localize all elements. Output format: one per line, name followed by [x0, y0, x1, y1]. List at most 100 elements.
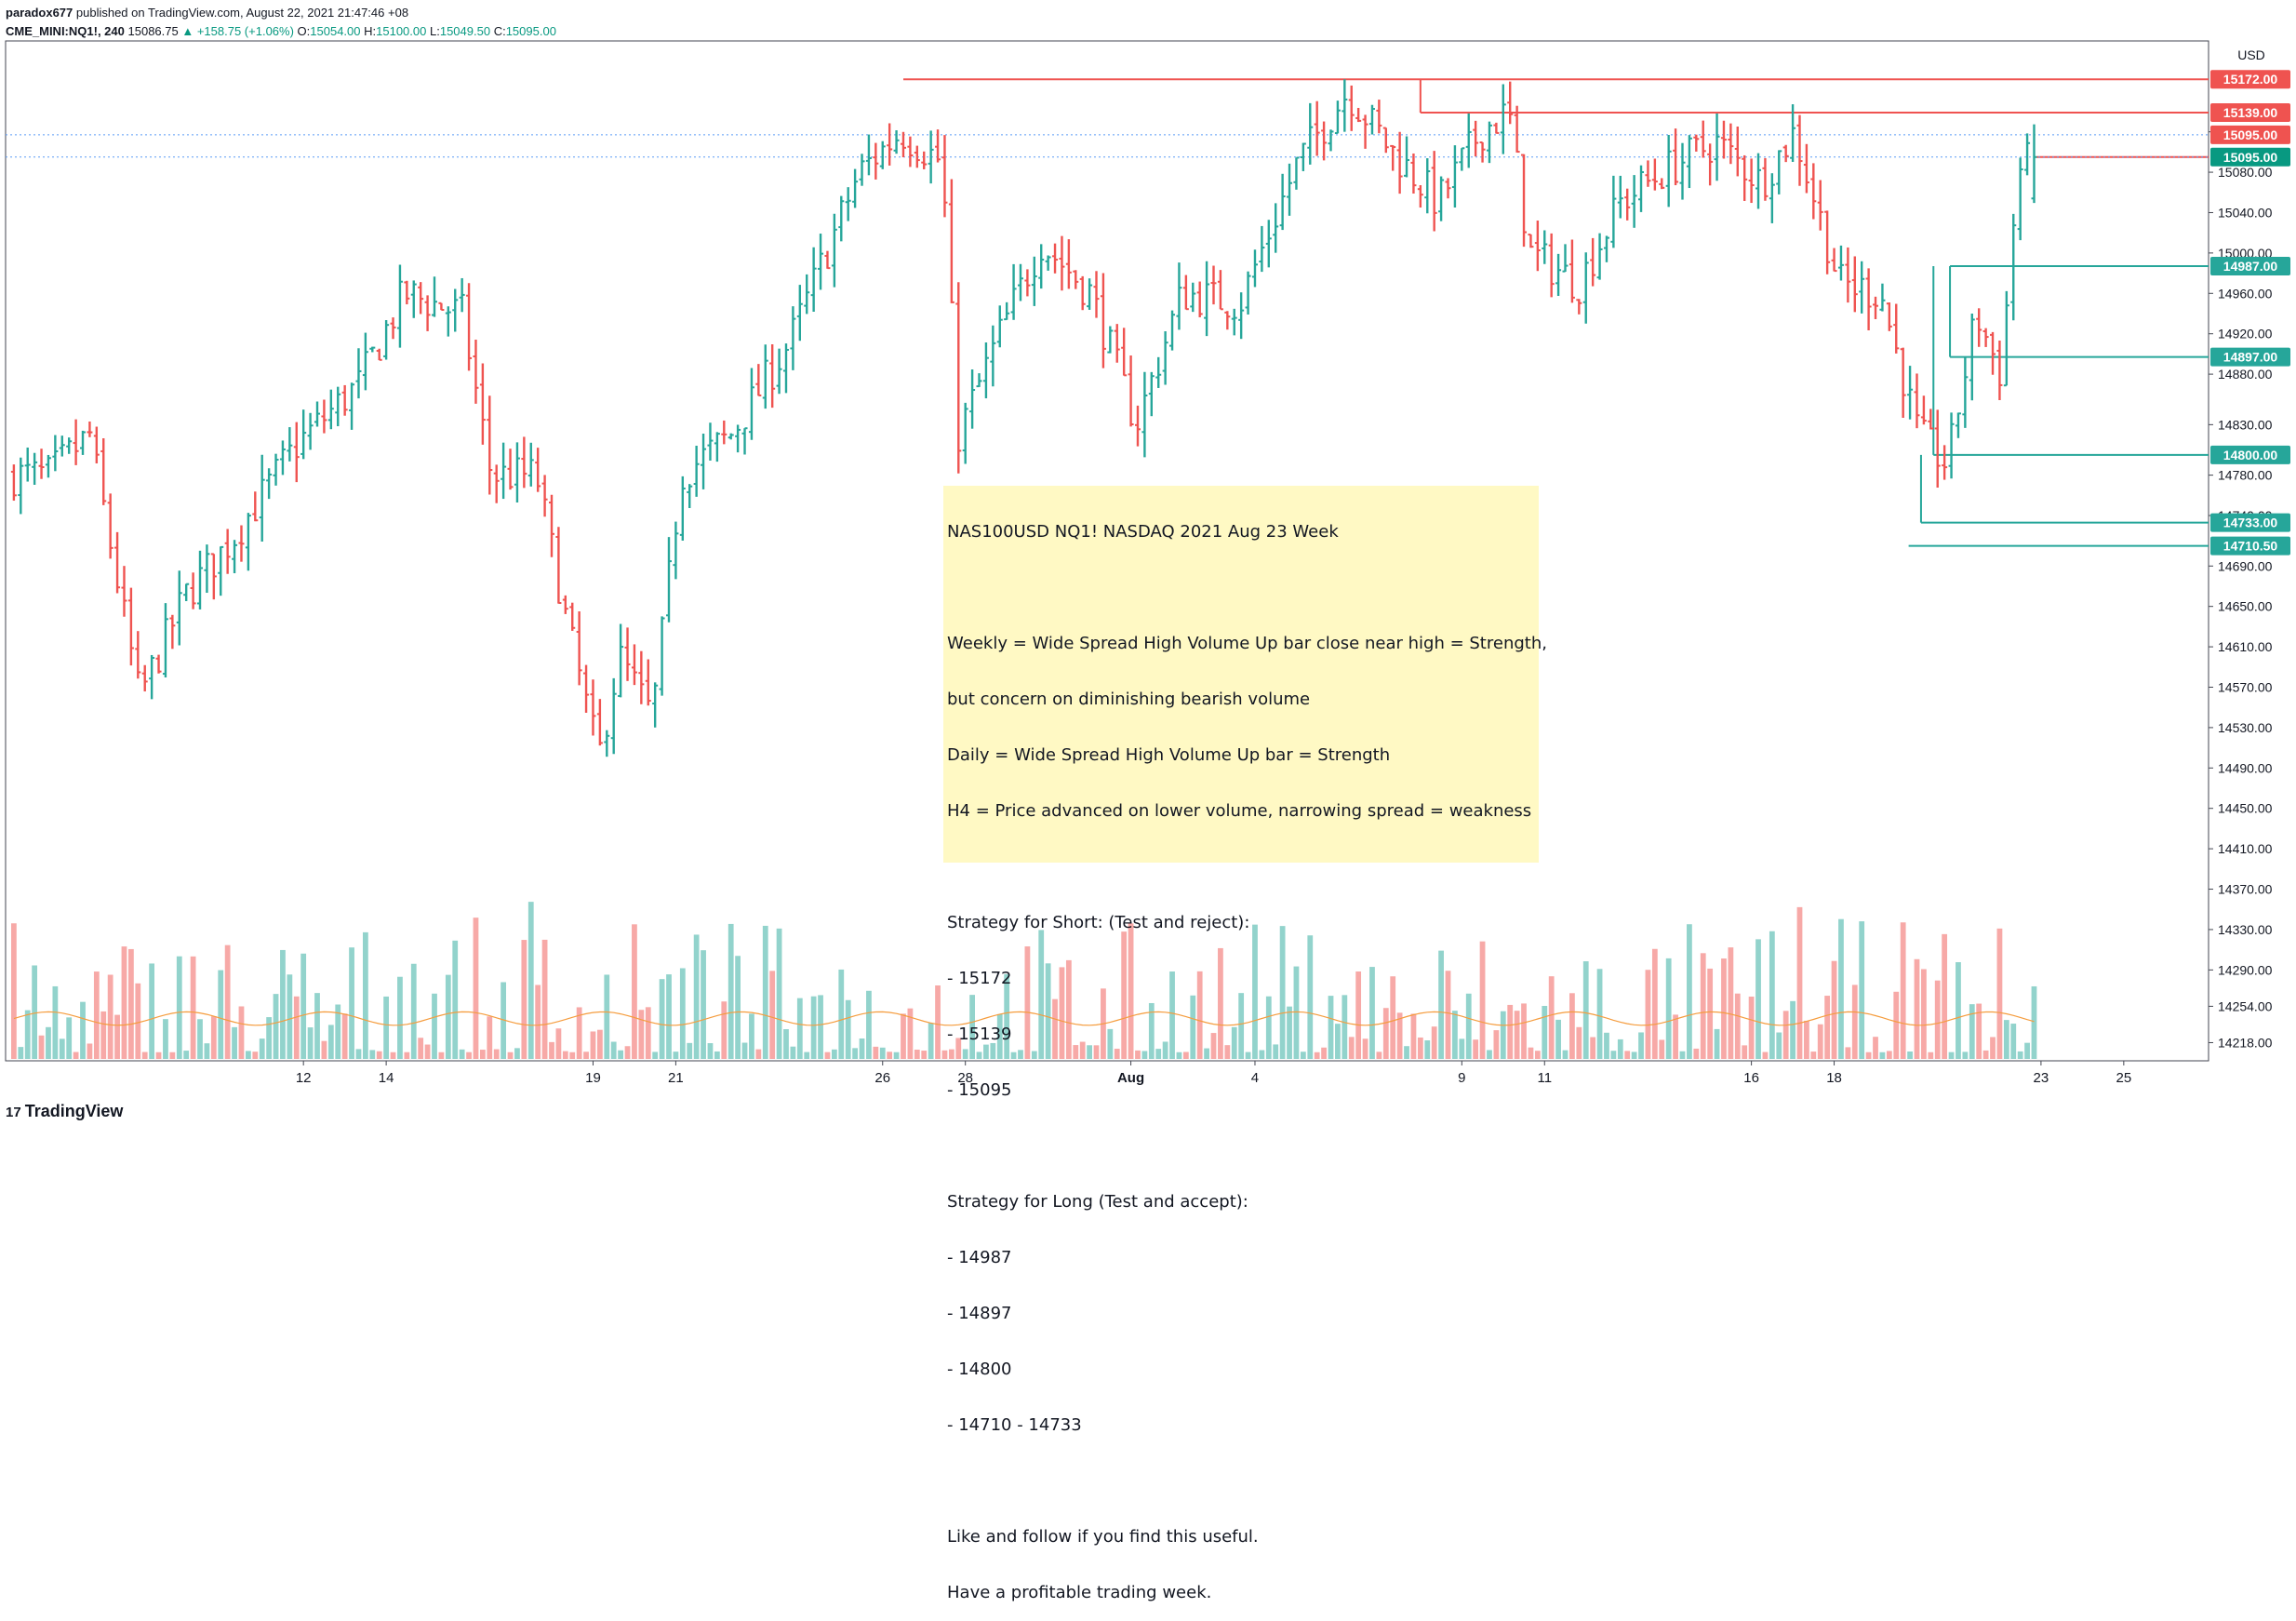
- volume-bar: [1410, 1013, 1417, 1059]
- note-line: NAS100USD NQ1! NASDAQ 2021 Aug 23 Week: [947, 522, 1339, 542]
- volume-bar: [1914, 958, 1920, 1059]
- volume-bar: [562, 1051, 568, 1059]
- price-axis-label: 14690.00: [2218, 558, 2273, 573]
- volume-bar: [1921, 969, 1927, 1059]
- volume-bar: [687, 1042, 693, 1059]
- volume-bar: [1693, 1048, 1700, 1059]
- volume-bar: [1155, 1049, 1162, 1059]
- volume-bar: [1431, 1026, 1437, 1059]
- volume-bar: [390, 1052, 396, 1059]
- volume-bar: [327, 1025, 334, 1059]
- volume-bar: [176, 956, 182, 1059]
- note-line: [947, 858, 1535, 877]
- price-tag-bg: [2210, 125, 2290, 144]
- analysis-note: NAS100USD NQ1! NASDAQ 2021 Aug 23 Week W…: [943, 486, 1547, 1602]
- price-tag-label: 14987.00: [2223, 259, 2278, 274]
- note-line: but concern on diminishing bearish volum…: [947, 690, 1311, 709]
- volume-bar: [252, 1052, 259, 1059]
- volume-bar: [1445, 971, 1451, 1059]
- volume-bar: [1121, 931, 1128, 1059]
- volume-bar: [1714, 1028, 1720, 1059]
- volume-bar: [87, 1043, 93, 1059]
- volume-bar: [1596, 969, 1603, 1059]
- volume-bar: [1651, 948, 1658, 1059]
- volume-bar: [783, 1029, 789, 1059]
- ohlc-line: CME_MINI:NQ1!, 240 15086.75 ▲ +158.75 (+…: [6, 22, 556, 41]
- note-line: Daily = Wide Spread High Volume Up bar =…: [947, 745, 1391, 765]
- price-axis-label: 15000.00: [2218, 246, 2273, 261]
- price-axis-label: 15080.00: [2218, 165, 2273, 180]
- time-axis-label: 9: [1458, 1070, 1465, 1086]
- price-tag[interactable]: 15139.00: [2210, 103, 2290, 123]
- volume-bar: [52, 985, 59, 1059]
- price-tag[interactable]: 15095.00: [2210, 147, 2290, 167]
- volume-bar: [1196, 971, 1203, 1059]
- volume-bar: [1742, 1045, 1748, 1059]
- price-axis-label: 14780.00: [2218, 468, 2273, 483]
- price-tag[interactable]: 14897.00: [2210, 347, 2290, 367]
- volume-bar: [1487, 1050, 1492, 1059]
- volume-bar: [1045, 963, 1051, 1059]
- volume-bar: [679, 968, 686, 1059]
- volume-bar: [1362, 1038, 1368, 1059]
- price-tag[interactable]: 14800.00: [2210, 445, 2290, 464]
- volume-bar: [1996, 928, 2003, 1059]
- volume-bar: [32, 965, 38, 1059]
- time-axis-label: 23: [2034, 1070, 2049, 1086]
- volume-bar: [928, 1023, 934, 1059]
- volume-bar: [418, 1038, 424, 1059]
- volume-bar: [1548, 976, 1555, 1059]
- volume-bar: [1928, 1052, 1934, 1059]
- volume-bar: [1893, 991, 1900, 1059]
- volume-bar: [314, 993, 320, 1059]
- volume-bar: [287, 974, 293, 1059]
- price-tag-label: 15095.00: [2223, 127, 2278, 142]
- price-axis-label: 14218.00: [2218, 1035, 2273, 1050]
- price-tag[interactable]: 14733.00: [2210, 513, 2290, 532]
- volume-bar: [652, 1052, 659, 1059]
- volume-bar: [1355, 971, 1362, 1059]
- volume-bar: [293, 996, 300, 1059]
- price-chart[interactable]: 15120.0015080.0015040.0015000.0014960.00…: [0, 0, 2296, 1130]
- volume-bar: [507, 1052, 514, 1059]
- volume-bar: [1252, 924, 1258, 1059]
- volume-bar: [1135, 1050, 1141, 1059]
- time-axis[interactable]: 12 14 19 21 26 28 Aug 4 9 11 16 18 23 25: [296, 1061, 2131, 1086]
- volume-bar: [2024, 1042, 2030, 1059]
- volume-bar: [1687, 924, 1692, 1059]
- volume-bar: [445, 974, 451, 1059]
- volume-bar: [1831, 960, 1837, 1059]
- volume-bar: [1031, 1051, 1037, 1059]
- volume-bar: [1776, 1032, 1782, 1059]
- author-name[interactable]: paradox677: [6, 6, 73, 20]
- volume-bar: [1817, 1024, 1823, 1059]
- price-tag[interactable]: 15172.00: [2210, 70, 2290, 89]
- volume-bar: [1645, 970, 1651, 1059]
- price-tag[interactable]: 15095.00: [2210, 125, 2290, 144]
- volume-bar: [397, 976, 403, 1059]
- volume-bar: [1610, 1051, 1617, 1059]
- volume-bar: [1182, 1052, 1189, 1059]
- volume-bar: [493, 1049, 500, 1059]
- volume-bar: [224, 944, 231, 1059]
- volume-bar: [335, 1004, 341, 1059]
- time-axis-label: 16: [1743, 1070, 1759, 1086]
- volume-bar: [549, 1041, 554, 1059]
- volume-bar: [673, 1052, 679, 1059]
- volume-bar: [1879, 1052, 1886, 1059]
- volume-bar: [1348, 1037, 1355, 1059]
- volume-bar: [1259, 1050, 1265, 1059]
- price-axis-label: 14290.00: [2218, 962, 2273, 977]
- price-axis[interactable]: 15120.0015080.0015040.0015000.0014960.00…: [2209, 125, 2273, 1051]
- price-tag[interactable]: 14987.00: [2210, 256, 2290, 275]
- volume-bar: [1838, 918, 1844, 1059]
- volume-bar: [1465, 993, 1472, 1059]
- volume-bar: [1148, 1002, 1155, 1059]
- price-axis-label: 14650.00: [2218, 599, 2273, 614]
- volume-bar: [1755, 939, 1761, 1059]
- price-axis-label: 14490.00: [2218, 760, 2273, 775]
- price-change: ▲ +158.75 (+1.06%): [181, 24, 294, 38]
- tradingview-logo[interactable]: 17 TradingView: [6, 1102, 123, 1121]
- price-tag[interactable]: 14710.50: [2210, 536, 2290, 556]
- currency-label[interactable]: USD: [2237, 47, 2265, 62]
